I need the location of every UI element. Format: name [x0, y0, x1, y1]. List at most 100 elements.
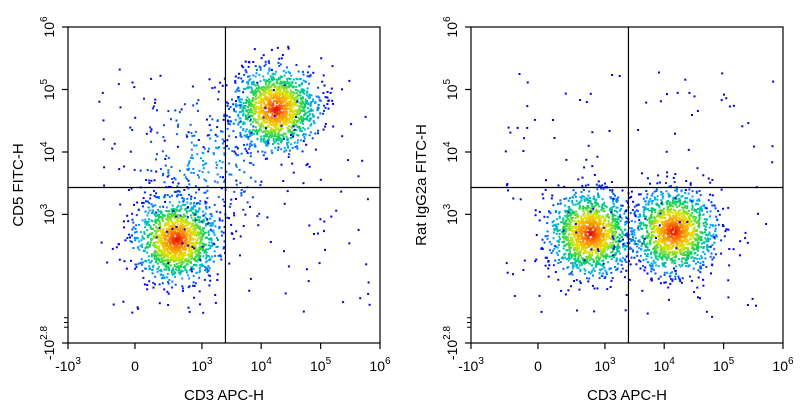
event-dot — [744, 237, 747, 240]
event-dot — [262, 116, 265, 119]
event-dot — [156, 219, 159, 222]
event-dot — [183, 231, 186, 234]
event-dot — [612, 199, 615, 202]
event-dot — [573, 232, 576, 235]
event-dot — [599, 252, 602, 255]
event-dot — [170, 254, 173, 257]
event-dot — [193, 232, 196, 235]
event-dot — [179, 218, 182, 221]
event-dot — [257, 150, 259, 153]
event-dot — [281, 139, 283, 142]
event-dot — [243, 159, 245, 162]
event-dot — [209, 247, 212, 250]
event-dot — [289, 97, 292, 100]
event-dot — [159, 237, 162, 240]
event-dot — [258, 90, 261, 93]
event-dot — [705, 265, 708, 268]
event-dot — [251, 105, 254, 108]
event-dot — [298, 101, 301, 104]
event-dot — [281, 107, 283, 110]
event-dot — [163, 139, 166, 142]
event-dot — [269, 116, 272, 119]
event-dot — [629, 246, 632, 249]
event-dot — [308, 93, 311, 96]
event-dot — [251, 98, 254, 101]
event-dot — [661, 256, 664, 258]
event-dot — [585, 256, 588, 258]
event-dot — [255, 90, 258, 93]
event-dot — [208, 241, 211, 244]
event-dot — [291, 109, 294, 112]
event-dot — [252, 117, 255, 120]
event-dot — [570, 213, 572, 216]
event-dot — [582, 259, 585, 262]
event-dot — [219, 176, 222, 178]
event-dot — [286, 80, 289, 83]
event-dot — [312, 71, 315, 74]
event-dot — [199, 255, 202, 258]
event-dot — [291, 113, 294, 116]
event-dot — [306, 87, 309, 90]
event-dot — [308, 134, 311, 137]
event-dot — [256, 96, 259, 99]
event-dot — [685, 223, 688, 226]
event-dot — [577, 214, 580, 217]
event-dot — [583, 195, 586, 198]
event-dot — [583, 215, 586, 218]
event-dot — [185, 219, 188, 222]
event-dot — [197, 225, 199, 228]
event-dot — [258, 114, 260, 117]
event-dot — [292, 94, 294, 97]
event-dot — [158, 250, 161, 253]
event-dot — [605, 244, 608, 247]
event-dot — [306, 162, 309, 165]
event-dot — [240, 104, 243, 106]
event-dot — [602, 222, 604, 225]
event-dot — [582, 213, 585, 216]
event-dot — [258, 128, 261, 131]
event-dot — [292, 125, 295, 128]
event-dot — [118, 258, 121, 261]
event-dot — [269, 131, 272, 134]
plot-frame — [67, 26, 381, 344]
event-dot — [155, 258, 158, 261]
event-dot — [249, 78, 252, 81]
event-dot — [178, 249, 180, 252]
event-dot — [278, 57, 281, 60]
event-dot — [270, 128, 272, 131]
event-dot — [573, 212, 576, 215]
event-dot — [586, 207, 589, 210]
event-dot — [598, 272, 601, 275]
event-dot — [601, 239, 604, 241]
event-dot — [210, 224, 213, 227]
event-dot — [156, 131, 159, 134]
event-dot — [295, 124, 298, 127]
event-dot — [574, 257, 577, 260]
event-dot — [581, 223, 584, 225]
event-dot — [272, 143, 274, 146]
event-dot — [581, 263, 584, 266]
event-dot — [208, 284, 211, 287]
event-dot — [191, 230, 194, 233]
event-dot — [155, 192, 158, 195]
event-dot — [175, 119, 178, 122]
event-dot — [684, 250, 687, 253]
event-dot — [184, 252, 187, 255]
event-dot — [141, 270, 144, 273]
event-dot — [150, 77, 153, 80]
event-dot — [161, 282, 164, 285]
event-dot — [145, 246, 148, 248]
event-dot — [180, 194, 183, 196]
event-dot — [601, 243, 604, 246]
event-dot — [243, 122, 246, 125]
event-dot — [591, 254, 594, 257]
event-dot — [146, 214, 149, 217]
event-dot — [182, 254, 185, 256]
event-dot — [598, 184, 601, 187]
event-dot — [198, 221, 201, 224]
event-dot — [186, 271, 188, 274]
event-dot — [292, 78, 295, 81]
event-dot — [599, 185, 602, 188]
event-dot — [182, 221, 185, 224]
